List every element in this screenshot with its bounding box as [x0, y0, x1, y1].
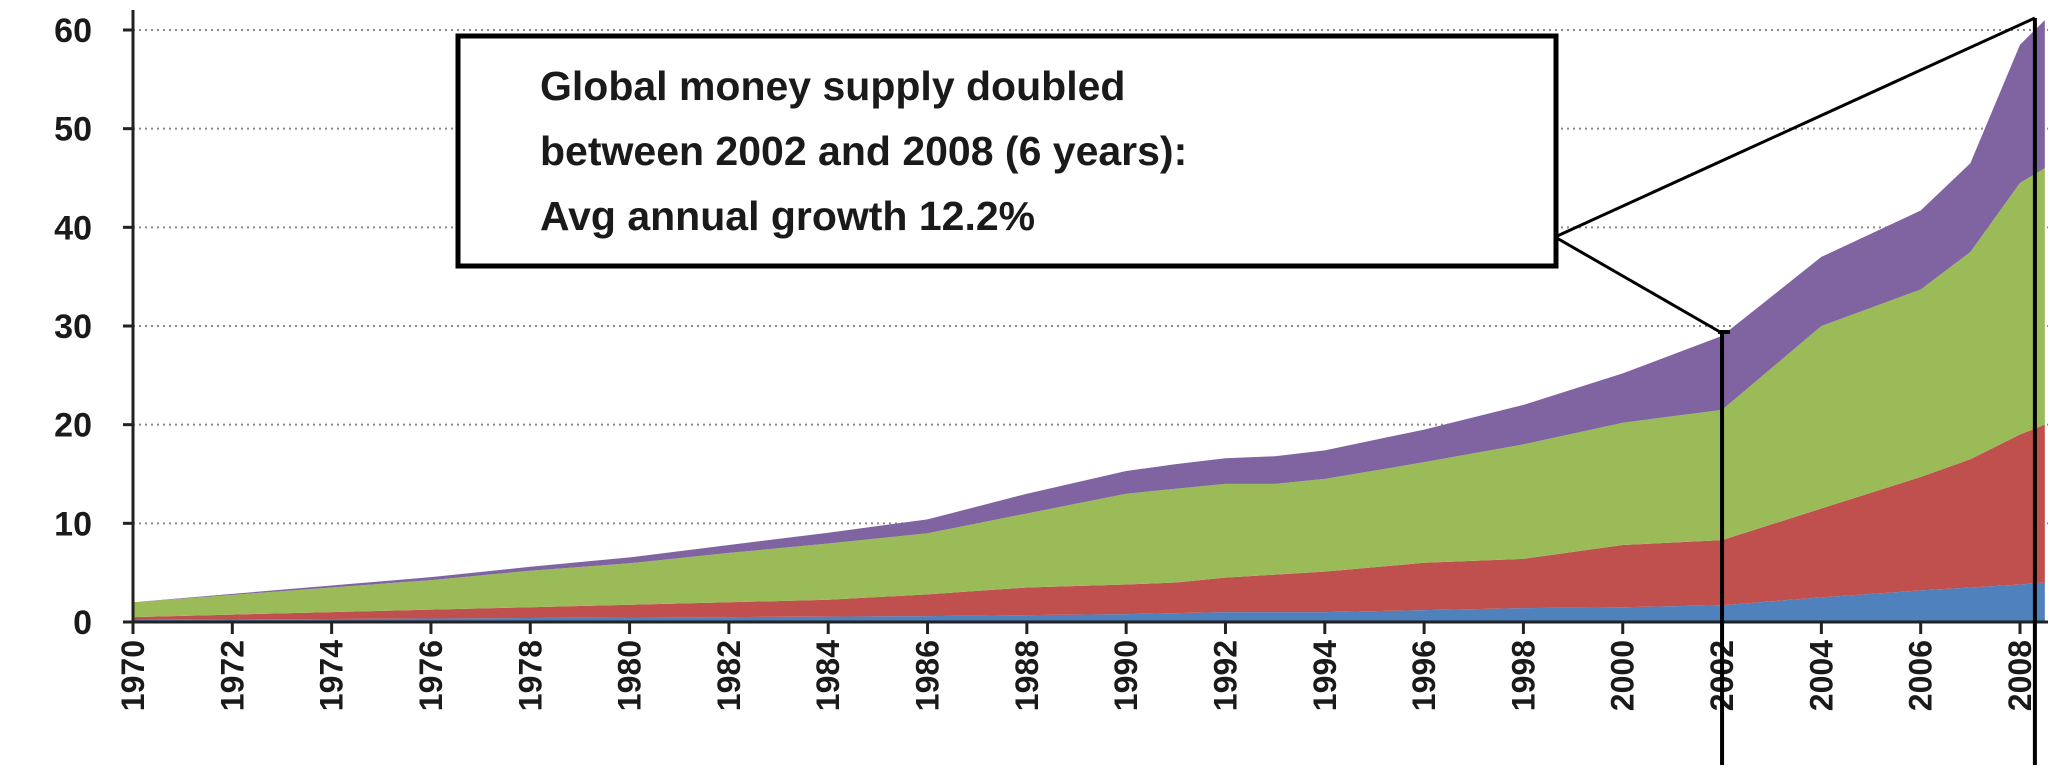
x-tick-label: 2006: [1903, 640, 1939, 711]
y-tick-label: 0: [73, 604, 92, 642]
annotation-line-2: between 2002 and 2008 (6 years):: [540, 128, 1187, 174]
y-tick-label: 20: [54, 407, 92, 445]
area-series-1: [133, 582, 2045, 622]
y-tick-label: 50: [54, 111, 92, 149]
x-tick-label: 2008: [2002, 640, 2038, 711]
y-tick-label: 40: [54, 209, 92, 247]
x-tick-label: 1974: [314, 640, 350, 711]
callout-leader-2008: [1554, 16, 2036, 239]
annotation-line-1: Global money supply doubled: [540, 63, 1125, 109]
annotation-layer: Global money supply doubled between 2002 …: [455, 16, 2037, 765]
x-tick-label: 1994: [1307, 640, 1343, 711]
annotation-box: [455, 33, 1559, 269]
annotation-line-3: Avg annual growth 12.2%: [540, 193, 1035, 239]
area-series-4: [133, 20, 2045, 603]
axis-layer: 0 10 20 30 40 50 60 1970 1972 1974 1976 1978 1980 198…: [54, 10, 2048, 711]
x-tick-label: 1972: [214, 640, 250, 711]
x-tick-label: 1982: [711, 640, 747, 711]
y-tick-label: 30: [54, 308, 92, 346]
x-tick-label: 1980: [612, 640, 648, 711]
x-tick-label: 1996: [1406, 640, 1442, 711]
x-tick-label: 1970: [115, 640, 151, 711]
x-tick-label: 1998: [1505, 640, 1541, 711]
x-tick-label: 1986: [910, 640, 946, 711]
grid-layer: [133, 29, 2048, 525]
x-tick-label: 1992: [1207, 640, 1243, 711]
area-layer: [133, 20, 2045, 622]
y-tick-label: 10: [54, 505, 92, 543]
x-tick-label: 2000: [1605, 640, 1641, 711]
area-series-3: [133, 168, 2045, 618]
x-tick-label: 1978: [512, 640, 548, 711]
x-tick-label: 1990: [1108, 640, 1144, 711]
callout-leader-2002: [1554, 235, 1721, 334]
x-tick-label: 1984: [810, 640, 846, 711]
area-series-2: [133, 424, 2045, 621]
y-tick-label: 60: [54, 12, 92, 50]
x-tick-label: 2004: [1803, 640, 1839, 711]
x-tick-label: 1988: [1009, 640, 1045, 711]
x-tick-label: 1976: [413, 640, 449, 711]
